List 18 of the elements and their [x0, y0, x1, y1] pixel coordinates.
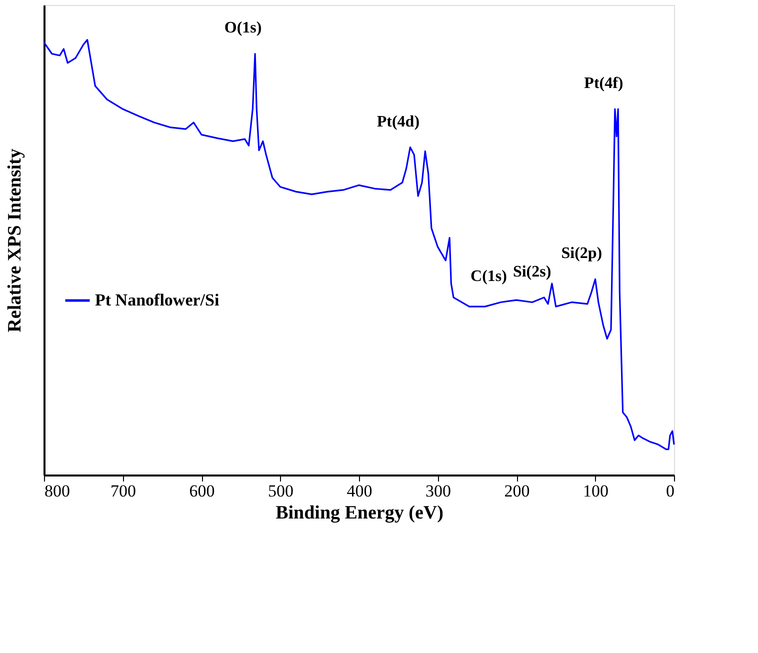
x-tick-label: 400 — [346, 482, 372, 500]
annotation: Pt(4f) — [584, 75, 624, 92]
x-tick-label: 0 — [666, 482, 674, 500]
annotation: Si(2p) — [561, 245, 602, 262]
x-tick-label: 700 — [110, 482, 136, 500]
x-tick-label: 300 — [426, 482, 451, 500]
annotation: Pt(4d) — [376, 113, 420, 130]
x-tick-label: 100 — [583, 482, 608, 500]
x-tick-label: 800 — [44, 482, 70, 500]
x-tick-label: 200 — [504, 482, 530, 500]
x-tick-label: 500 — [268, 482, 294, 500]
annotation: O(1s) — [224, 20, 262, 37]
annotation: Si(2s) — [512, 263, 552, 280]
annotation: C(1s) — [470, 268, 507, 286]
y-axis-title: Relative XPS Intensity — [4, 148, 26, 332]
x-tick-label: 600 — [189, 482, 215, 500]
legend-label: Pt Nanoflower/Si — [95, 290, 220, 310]
x-axis-title: Binding Energy (eV) — [276, 502, 444, 524]
